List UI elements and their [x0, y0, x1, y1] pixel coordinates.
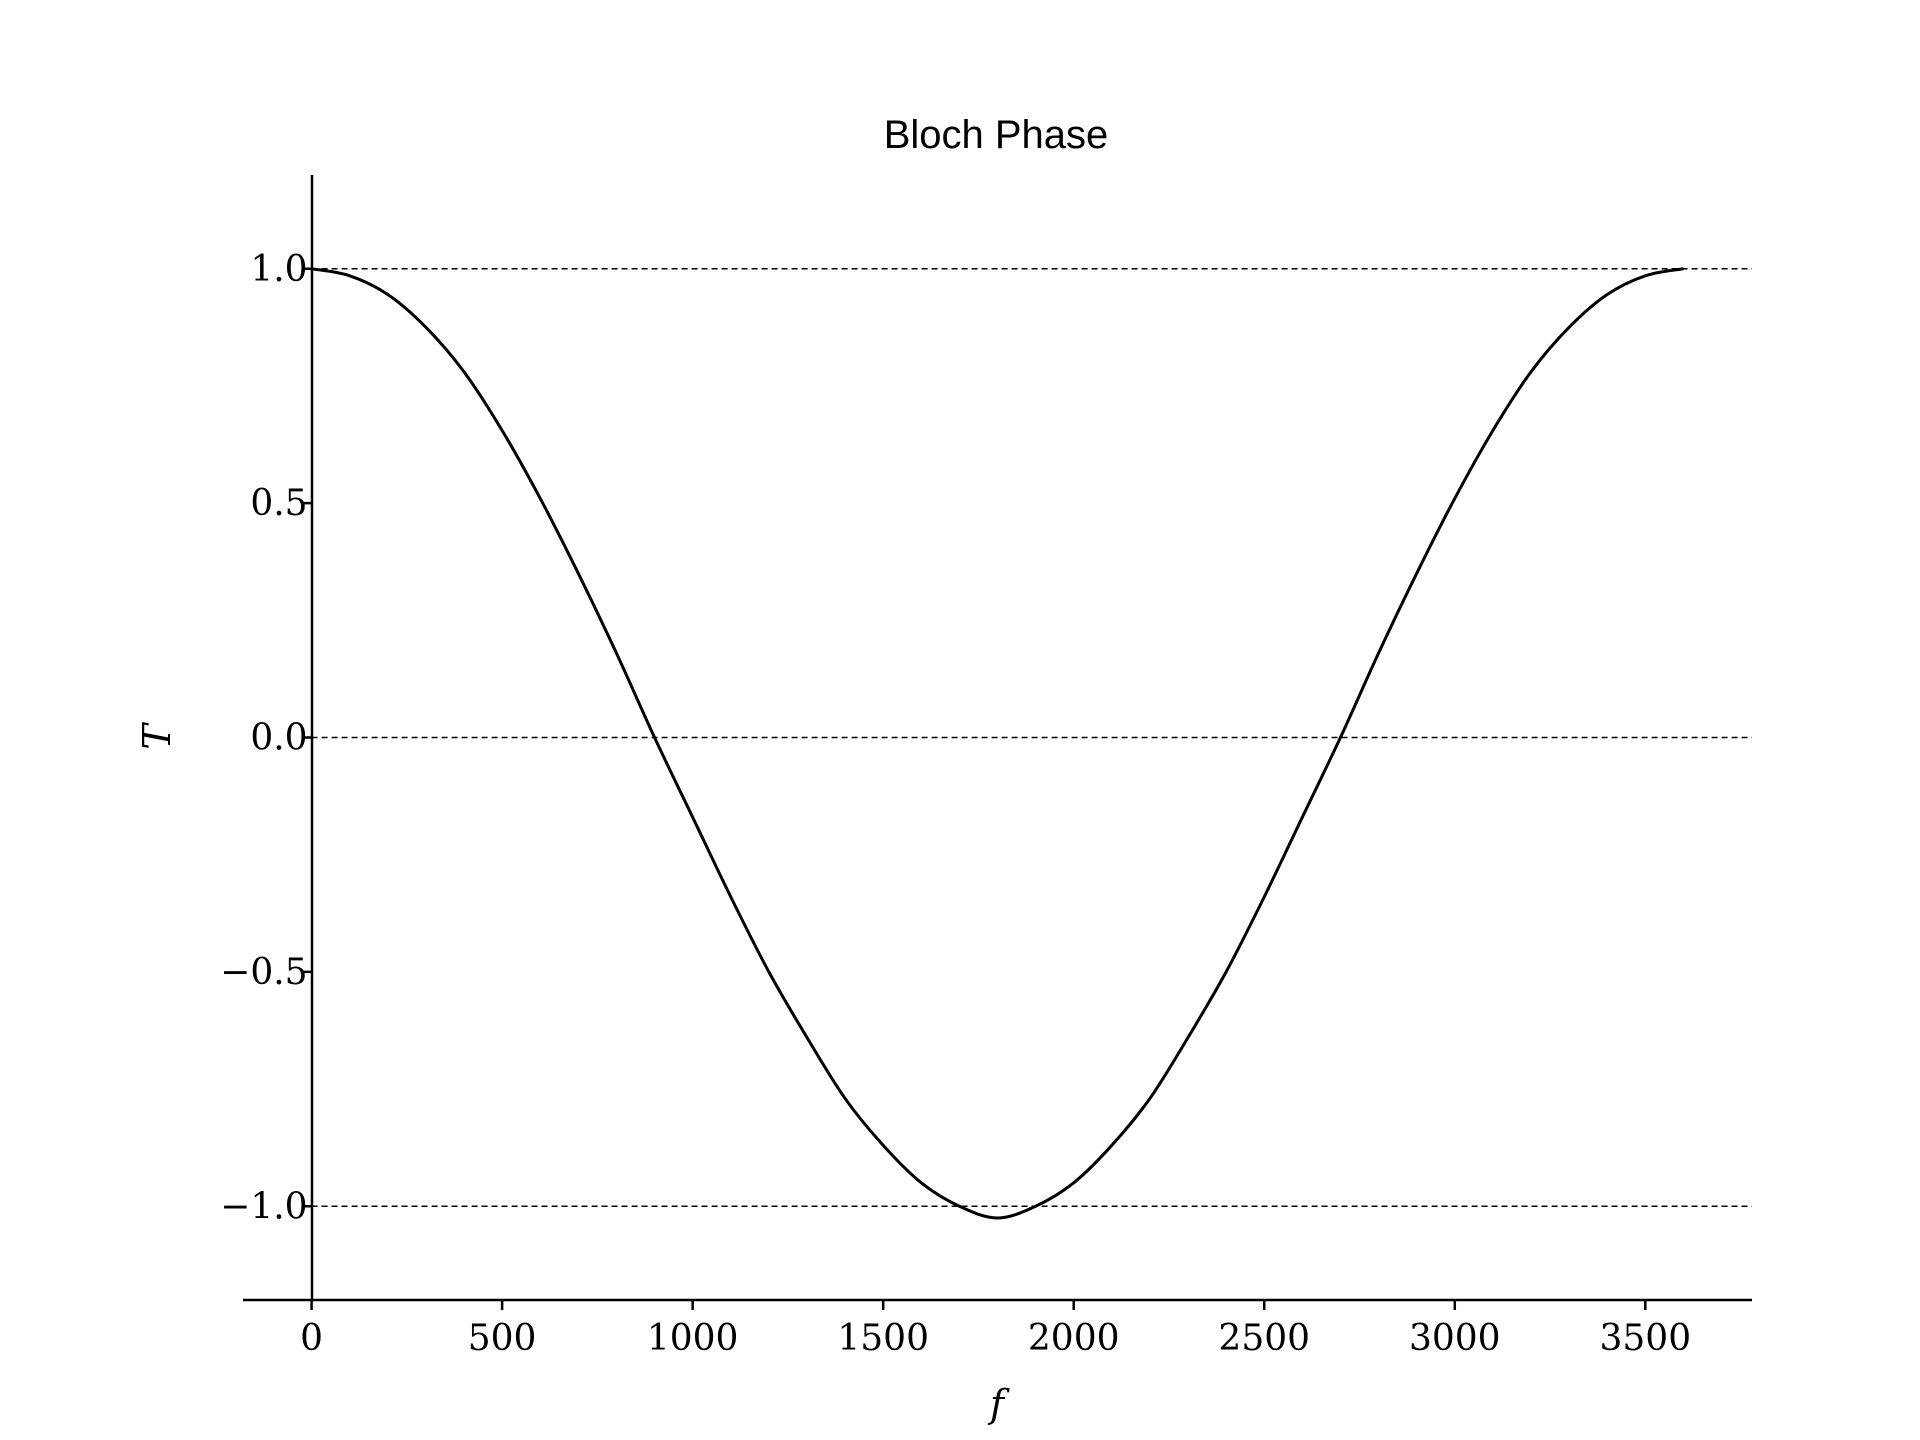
series-line: [311, 267, 1684, 1220]
x-tick-label: 3500: [1599, 1318, 1691, 1359]
y-axis-ticks: 1.0 0.5 0.0 −0.5 −1.0: [220, 249, 312, 1227]
x-tick-label: 2000: [1028, 1318, 1120, 1359]
x-tick-label: 3000: [1409, 1318, 1501, 1359]
y-tick-label: 0.0: [250, 718, 307, 759]
x-tick-label: 1000: [647, 1318, 739, 1359]
x-tick-label: 1500: [837, 1318, 929, 1359]
reference-lines: [311, 268, 1752, 1207]
y-tick-label: 1.0: [250, 249, 307, 290]
chart-title: Bloch Phase: [884, 113, 1109, 157]
y-tick-label: −0.5: [220, 952, 307, 993]
x-tick-label: 2500: [1218, 1318, 1310, 1359]
x-tick-label: 500: [468, 1318, 537, 1359]
x-axis-label: f: [987, 1382, 1010, 1426]
y-tick-label: −1.0: [220, 1186, 307, 1227]
x-axis-ticks: 0 500 1000 1500 2000 2500 3000 3500: [300, 1300, 1691, 1359]
y-axis-label: T: [135, 722, 179, 750]
x-tick-label: 0: [300, 1318, 323, 1359]
y-tick-label: 0.5: [250, 483, 307, 524]
